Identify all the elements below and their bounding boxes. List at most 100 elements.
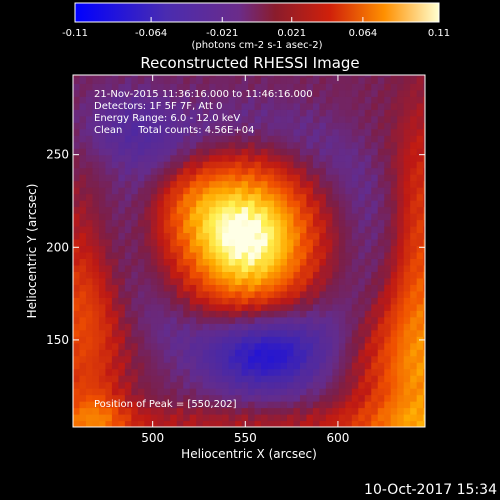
heatmap-cell [312, 213, 320, 221]
heatmap-cell [261, 336, 269, 344]
heatmap-cell [319, 109, 327, 117]
heatmap-cell [384, 290, 392, 298]
heatmap-cell [332, 401, 340, 409]
heatmap-cell [92, 193, 100, 201]
heatmap-cell [189, 193, 197, 201]
heatmap-cell [235, 83, 243, 91]
heatmap-cell [338, 290, 346, 298]
heatmap-cell [124, 329, 132, 337]
heatmap-cell [319, 89, 327, 97]
heatmap-cell [170, 310, 178, 318]
heatmap-cell [137, 303, 145, 311]
heatmap-cell [332, 167, 340, 175]
heatmap-cell [118, 128, 126, 136]
heatmap-cell [137, 401, 145, 409]
heatmap-cell [371, 394, 379, 402]
heatmap-cell [215, 355, 223, 363]
heatmap-cell [261, 368, 269, 376]
heatmap-cell [189, 329, 197, 337]
heatmap-cell [351, 258, 359, 266]
heatmap-cell [170, 148, 178, 156]
heatmap-cell [390, 219, 398, 227]
heatmap-cell [384, 381, 392, 389]
heatmap-cell [111, 394, 119, 402]
heatmap-cell [280, 75, 288, 78]
heatmap-cell [170, 96, 178, 104]
heatmap-cell [137, 96, 145, 104]
heatmap-cell [73, 219, 81, 227]
heatmap-cell [390, 323, 398, 331]
heatmap-cell [274, 167, 282, 175]
heatmap-cell [384, 83, 392, 91]
heatmap-cell [92, 76, 100, 84]
heatmap-cell [384, 89, 392, 97]
heatmap-cell [98, 407, 107, 415]
heatmap-cell [124, 213, 132, 221]
heatmap-cell [202, 180, 210, 188]
heatmap-cell [280, 225, 288, 234]
heatmap-cell [338, 394, 346, 402]
heatmap-cell [241, 122, 249, 130]
heatmap-cell [215, 329, 223, 337]
heatmap-cell [384, 102, 392, 110]
heatmap-cell [235, 368, 243, 376]
heatmap-cell [293, 414, 301, 422]
heatmap-cell [397, 329, 405, 337]
heatmap-cell [280, 238, 288, 247]
heatmap-cell [319, 251, 327, 260]
heatmap-cell [371, 414, 379, 422]
heatmap-cell [261, 135, 269, 143]
heatmap-cell [111, 109, 119, 117]
heatmap-cell [118, 394, 126, 402]
heatmap-cell [157, 154, 165, 162]
heatmap-cell [98, 102, 107, 110]
heatmap-cell [215, 89, 223, 97]
heatmap-cell [397, 303, 405, 311]
heatmap-cell [377, 141, 385, 149]
heatmap-cell [319, 154, 327, 162]
heatmap-cell [254, 96, 262, 104]
heatmap-cell [293, 148, 301, 156]
heatmap-cell [137, 245, 145, 253]
heatmap-cell [274, 284, 282, 292]
heatmap-cell [144, 271, 152, 279]
heatmap-cell [416, 251, 424, 260]
heatmap-cell [299, 297, 308, 305]
heatmap-cell [248, 381, 256, 389]
heatmap-cell [293, 180, 301, 188]
heatmap-cell [325, 225, 333, 234]
heatmap-cell [403, 264, 411, 272]
heatmap-cell [92, 102, 100, 110]
heatmap-cell [254, 141, 262, 149]
heatmap-cell [261, 355, 269, 363]
heatmap-cell [222, 329, 230, 337]
heatmap-cell [338, 245, 346, 253]
heatmap-cell [131, 89, 139, 97]
heatmap-cell [150, 251, 158, 260]
heatmap-cell [325, 407, 333, 415]
heatmap-cell [176, 238, 184, 247]
heatmap-cell [416, 115, 424, 123]
heatmap-cell [410, 89, 418, 97]
heatmap-cell [170, 167, 178, 175]
heatmap-cell [215, 368, 223, 376]
heatmap-cell [293, 251, 301, 260]
heatmap-cell [92, 109, 100, 117]
heatmap-cell [261, 174, 269, 182]
heatmap-cell [312, 420, 320, 427]
heatmap-cell [410, 297, 418, 305]
heatmap-cell [423, 96, 425, 104]
heatmap-cell [241, 271, 249, 279]
heatmap-cell [319, 213, 327, 221]
heatmap-cell [222, 368, 230, 376]
heatmap-cell [241, 206, 249, 214]
heatmap-cell [390, 414, 398, 422]
heatmap-cell [416, 102, 424, 110]
heatmap-cell [196, 219, 204, 227]
heatmap-cell [254, 323, 262, 331]
heatmap-cell [254, 245, 262, 253]
heatmap-cell [189, 407, 197, 415]
heatmap-cell [351, 180, 359, 188]
heatmap-cell [274, 264, 282, 272]
heatmap-cell [397, 258, 405, 266]
